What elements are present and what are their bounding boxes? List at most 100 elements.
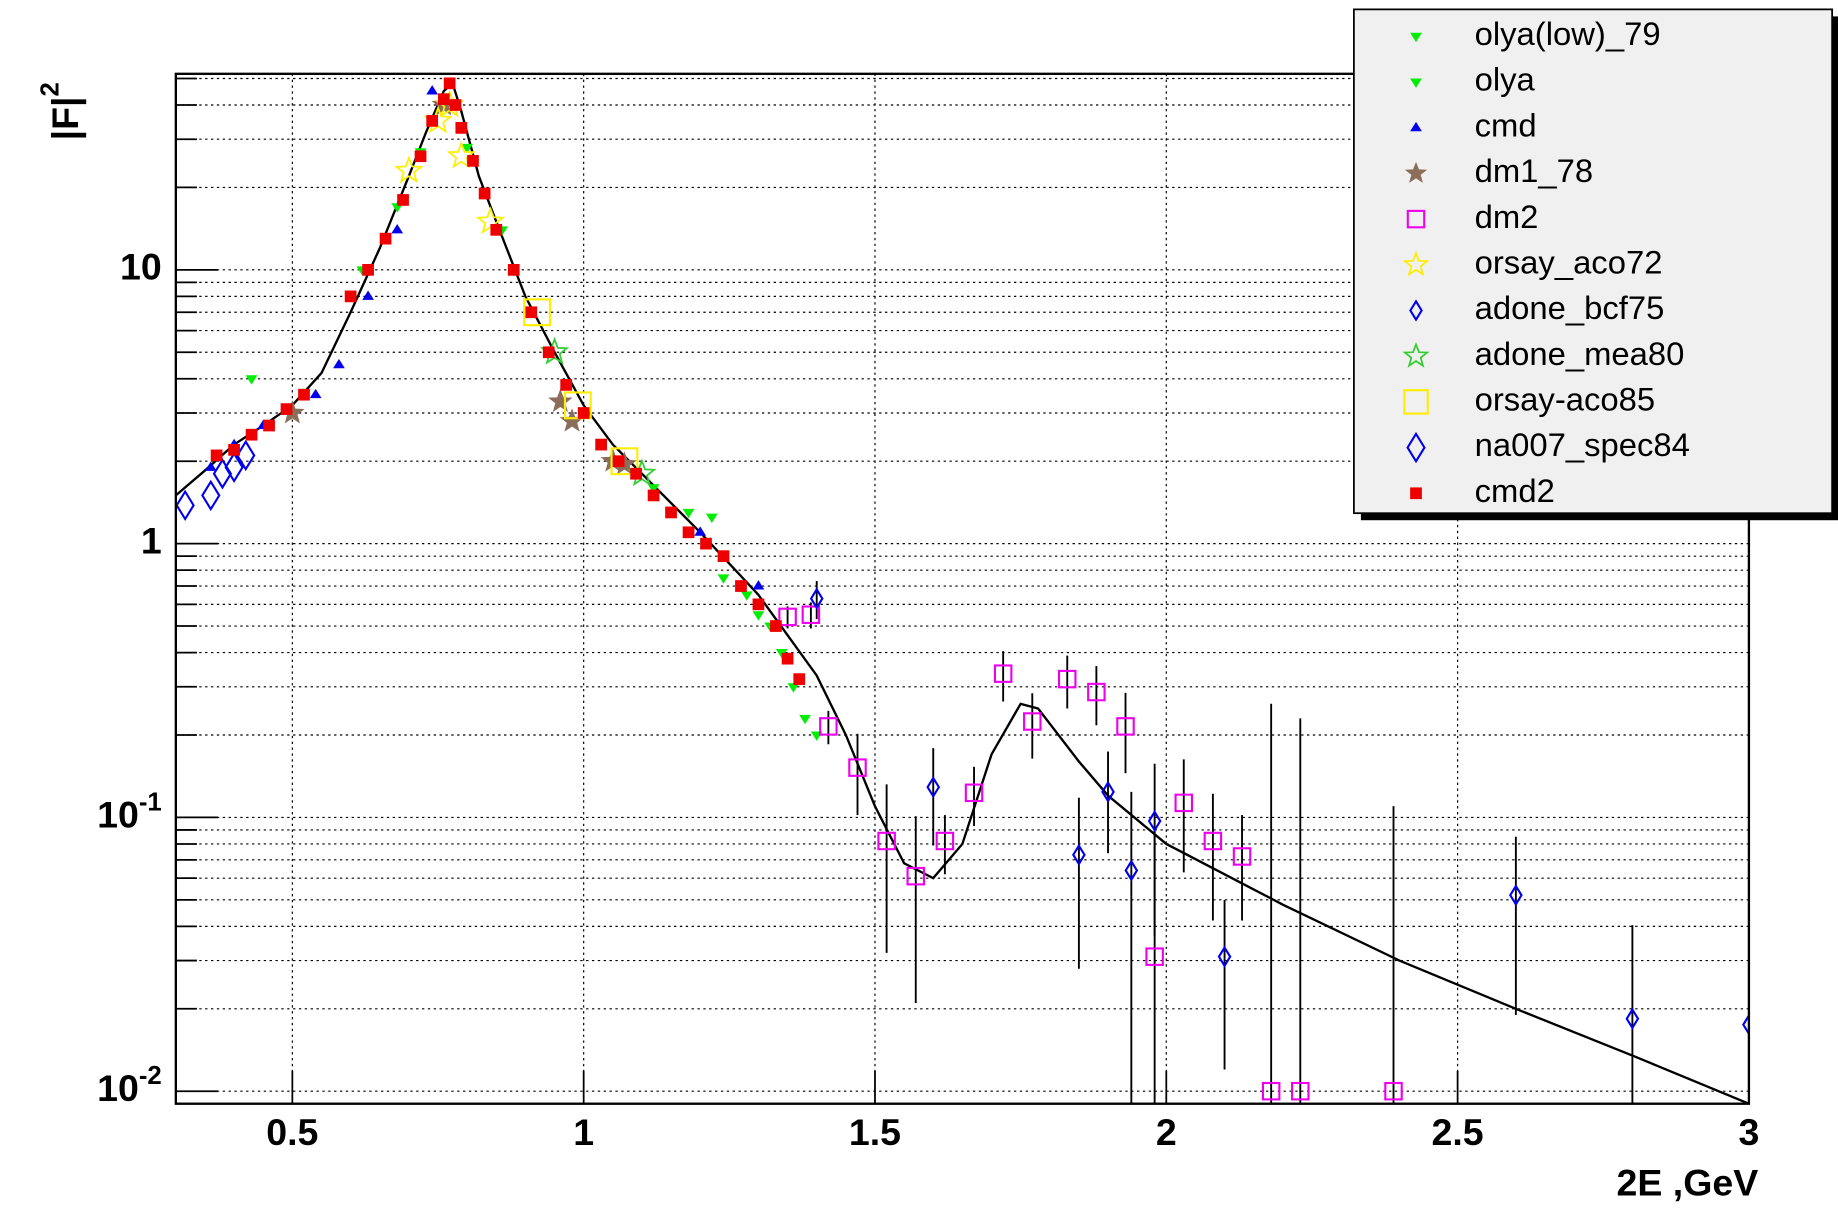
marker bbox=[647, 489, 660, 502]
x-tick-label: 0.5 bbox=[266, 1111, 318, 1153]
marker bbox=[1174, 793, 1194, 813]
marker bbox=[523, 298, 552, 327]
marker bbox=[224, 451, 244, 484]
marker bbox=[443, 77, 456, 90]
marker bbox=[201, 479, 221, 512]
marker bbox=[245, 428, 258, 441]
marker bbox=[682, 526, 695, 539]
marker bbox=[1147, 809, 1162, 833]
marker bbox=[391, 223, 404, 234]
legend-marker bbox=[1410, 121, 1422, 132]
marker bbox=[478, 187, 491, 200]
marker bbox=[397, 194, 409, 206]
y-tick-label: 10-1 bbox=[97, 788, 162, 835]
legend-marker bbox=[1409, 299, 1423, 322]
marker bbox=[1145, 947, 1164, 966]
x-tick-label: 2 bbox=[1156, 1111, 1177, 1153]
marker bbox=[175, 489, 195, 522]
legend-label: olya bbox=[1475, 61, 1536, 98]
marker bbox=[993, 664, 1013, 683]
plot-frame bbox=[174, 72, 1751, 1105]
marker bbox=[1087, 682, 1106, 702]
marker bbox=[906, 866, 926, 886]
marker bbox=[778, 607, 797, 627]
legend-label: cmd2 bbox=[1475, 472, 1555, 509]
legend-label: na007_spec84 bbox=[1475, 426, 1690, 463]
y-tick-label-sup: -2 bbox=[139, 1062, 162, 1090]
marker bbox=[507, 263, 520, 276]
x-tick-label: 2.5 bbox=[1432, 1111, 1484, 1153]
marker bbox=[612, 451, 637, 475]
y-axis-label-sup: 2 bbox=[36, 82, 64, 96]
marker bbox=[799, 714, 811, 725]
marker bbox=[437, 93, 450, 106]
marker bbox=[394, 155, 424, 184]
marker bbox=[819, 717, 838, 736]
x-tick-label: 1.5 bbox=[849, 1111, 901, 1153]
marker bbox=[935, 831, 955, 851]
marker bbox=[525, 306, 538, 319]
legend-marker bbox=[1404, 161, 1428, 183]
marker bbox=[426, 115, 439, 127]
marker bbox=[461, 143, 474, 154]
legend-marker bbox=[1406, 431, 1426, 464]
marker bbox=[1116, 717, 1135, 736]
y-tick-label-base: 10 bbox=[97, 793, 139, 835]
marker bbox=[455, 122, 468, 134]
marker bbox=[236, 439, 256, 472]
marker bbox=[446, 140, 476, 169]
marker bbox=[1291, 1081, 1310, 1101]
marker bbox=[362, 290, 374, 300]
marker bbox=[1508, 884, 1523, 907]
legend-marker bbox=[1410, 32, 1422, 43]
marker bbox=[665, 506, 677, 519]
marker bbox=[595, 438, 608, 451]
marker bbox=[362, 263, 374, 276]
marker bbox=[212, 458, 233, 490]
marker bbox=[610, 447, 639, 476]
legend-label: dm1_78 bbox=[1475, 152, 1594, 189]
x-axis-label: 2E ,GeV bbox=[1617, 1162, 1759, 1204]
marker bbox=[449, 99, 462, 111]
marker bbox=[717, 574, 730, 584]
marker bbox=[560, 379, 573, 391]
marker bbox=[770, 620, 782, 632]
legend-label: dm2 bbox=[1475, 198, 1539, 235]
marker bbox=[210, 449, 223, 462]
marker bbox=[801, 605, 821, 624]
legend-marker bbox=[1406, 209, 1426, 229]
marker bbox=[740, 591, 753, 601]
marker bbox=[752, 580, 765, 590]
marker bbox=[426, 85, 439, 95]
marker bbox=[647, 484, 660, 494]
marker bbox=[809, 587, 824, 610]
points bbox=[175, 77, 1749, 1104]
marker bbox=[1625, 1007, 1640, 1030]
legend-label: orsay_aco72 bbox=[1475, 243, 1663, 280]
marker bbox=[490, 223, 503, 236]
legend-marker bbox=[1410, 487, 1422, 500]
marker bbox=[559, 408, 585, 432]
marker bbox=[379, 232, 392, 245]
marker bbox=[1232, 847, 1252, 866]
marker bbox=[964, 783, 984, 803]
marker bbox=[263, 419, 275, 432]
legend-box bbox=[1353, 8, 1834, 515]
legend-label: cmd bbox=[1475, 106, 1537, 143]
marker bbox=[280, 403, 293, 415]
marker bbox=[700, 537, 712, 550]
y-axis-label: |F|2 bbox=[36, 82, 87, 140]
marker bbox=[694, 526, 707, 536]
y-tick-label: 10 bbox=[120, 246, 162, 288]
marker bbox=[781, 652, 794, 665]
marker bbox=[1023, 712, 1042, 731]
x-tick-label: 1 bbox=[573, 1111, 594, 1153]
marker bbox=[735, 580, 747, 592]
marker bbox=[577, 407, 590, 419]
marker bbox=[1217, 945, 1232, 968]
marker bbox=[1203, 831, 1223, 851]
legend-marker bbox=[1403, 389, 1429, 415]
marker bbox=[752, 598, 765, 611]
marker bbox=[204, 461, 217, 471]
